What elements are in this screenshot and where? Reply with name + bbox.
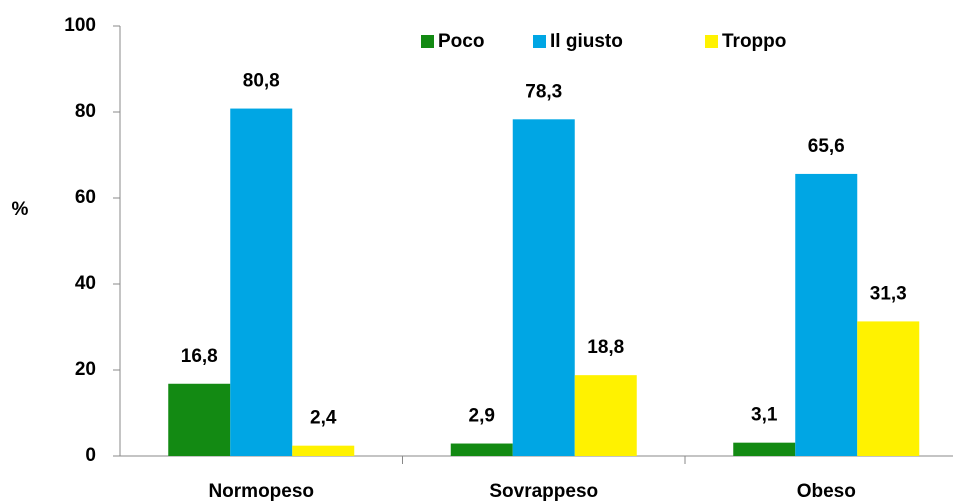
value-label: 78,3 [525,81,562,102]
legend-label: Il giusto [550,31,623,52]
value-label: 3,1 [751,405,778,426]
y-tick-label: 80 [75,101,96,122]
value-label: 65,6 [808,136,845,157]
y-tick-label: 100 [64,15,96,36]
legend-label: Poco [438,31,484,52]
y-tick-label: 60 [75,187,96,208]
legend-swatch [421,35,434,48]
y-tick-label: 40 [75,273,96,294]
y-axis-label: % [12,199,29,220]
legend-swatch [705,35,718,48]
value-label: 2,4 [310,408,337,429]
x-tick-label: Sovrappeso [489,481,598,502]
x-tick-label: Obeso [797,481,856,502]
bar [733,442,796,456]
legend-label: Troppo [722,31,786,52]
bar [292,445,355,456]
y-tick-label: 0 [85,445,96,466]
value-label: 16,8 [181,346,218,367]
bar [574,375,637,456]
bar [857,321,920,456]
value-label: 2,9 [469,406,495,427]
legend-swatch [533,35,546,48]
bar [512,119,575,456]
x-tick-label: Normopeso [208,481,314,502]
bar [230,108,293,456]
y-tick-label: 20 [75,359,96,380]
value-label: 80,8 [243,71,280,92]
value-label: 31,3 [870,283,907,304]
bar [168,383,231,456]
bar [795,173,858,457]
bar [450,443,513,456]
value-label: 18,8 [587,337,624,358]
